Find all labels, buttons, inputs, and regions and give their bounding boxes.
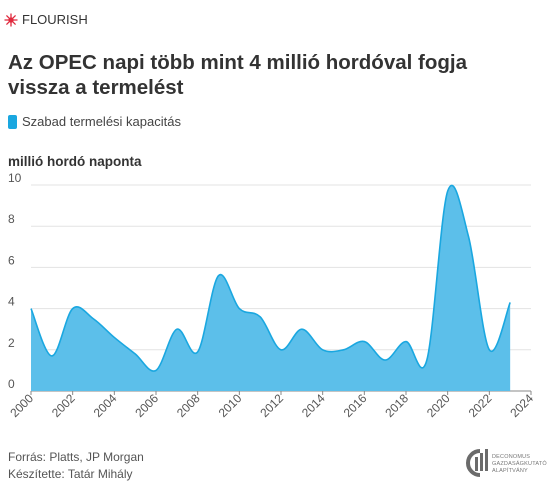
x-tick-label: 2020 bbox=[424, 391, 453, 420]
logo-line-3: ALAPÍTVÁNY bbox=[492, 467, 528, 474]
area-line bbox=[30, 184, 511, 372]
logo-line-1: DECONOMUS bbox=[492, 453, 531, 460]
flourish-logo-icon bbox=[4, 12, 18, 27]
x-tick-label: 2008 bbox=[174, 391, 203, 420]
chart-legend[interactable]: Szabad termelési kapacitás bbox=[8, 114, 181, 129]
x-tick-label: 2012 bbox=[257, 391, 286, 420]
y-tick-label: 8 bbox=[8, 212, 15, 226]
legend-label: Szabad termelési kapacitás bbox=[22, 114, 181, 129]
x-tick-label: 2010 bbox=[216, 391, 245, 420]
y-tick-label: 2 bbox=[8, 336, 15, 350]
logo-text: DECONOMUS GAZDASÁGKUTATÓ ALAPÍTVÁNY bbox=[492, 454, 547, 475]
x-tick-label: 2004 bbox=[91, 391, 120, 420]
y-axis-label: millió hordó naponta bbox=[8, 154, 142, 169]
brand-name: FLOURISH bbox=[22, 12, 88, 27]
x-tick-label: 2024 bbox=[507, 391, 536, 420]
x-tick-label: 2002 bbox=[49, 391, 78, 420]
author-text: Készítette: Tatár Mihály bbox=[8, 467, 133, 481]
deconomus-logo-icon bbox=[466, 449, 488, 477]
source-text: Forrás: Platts, JP Morgan bbox=[8, 450, 144, 464]
chart-title: Az OPEC napi több mint 4 millió hordóval… bbox=[8, 51, 467, 99]
brand[interactable]: FLOURISH bbox=[4, 12, 88, 27]
y-tick-label: 4 bbox=[8, 295, 15, 309]
x-tick-label: 2014 bbox=[299, 391, 328, 420]
y-tick-label: 10 bbox=[8, 171, 22, 185]
y-tick-label: 6 bbox=[8, 253, 15, 267]
series-area bbox=[30, 184, 511, 391]
x-tick-label: 2022 bbox=[466, 391, 495, 420]
footer: Forrás: Platts, JP Morgan Készítette: Ta… bbox=[8, 449, 144, 483]
area-fill bbox=[31, 185, 511, 391]
deconomus-logo: DECONOMUS GAZDASÁGKUTATÓ ALAPÍTVÁNY bbox=[466, 448, 547, 480]
y-tick-label: 0 bbox=[8, 377, 15, 391]
x-tick-label: 2016 bbox=[341, 391, 370, 420]
legend-swatch bbox=[8, 114, 17, 129]
x-tick-label: 2000 bbox=[7, 391, 36, 420]
x-tick-label: 2006 bbox=[132, 391, 161, 420]
x-tick-label: 2018 bbox=[382, 391, 411, 420]
y-axis-ticks: 0 2 4 6 8 10 bbox=[8, 171, 22, 391]
logo-line-2: GAZDASÁGKUTATÓ bbox=[492, 460, 547, 467]
x-axis: 2000 2002 2004 2006 2008 2010 2012 2014 2016 2018… bbox=[7, 391, 536, 420]
area-chart: 0 2 4 6 8 10 2000 2002 2004 2006 2008 2010 2012 2014… bbox=[7, 171, 536, 420]
